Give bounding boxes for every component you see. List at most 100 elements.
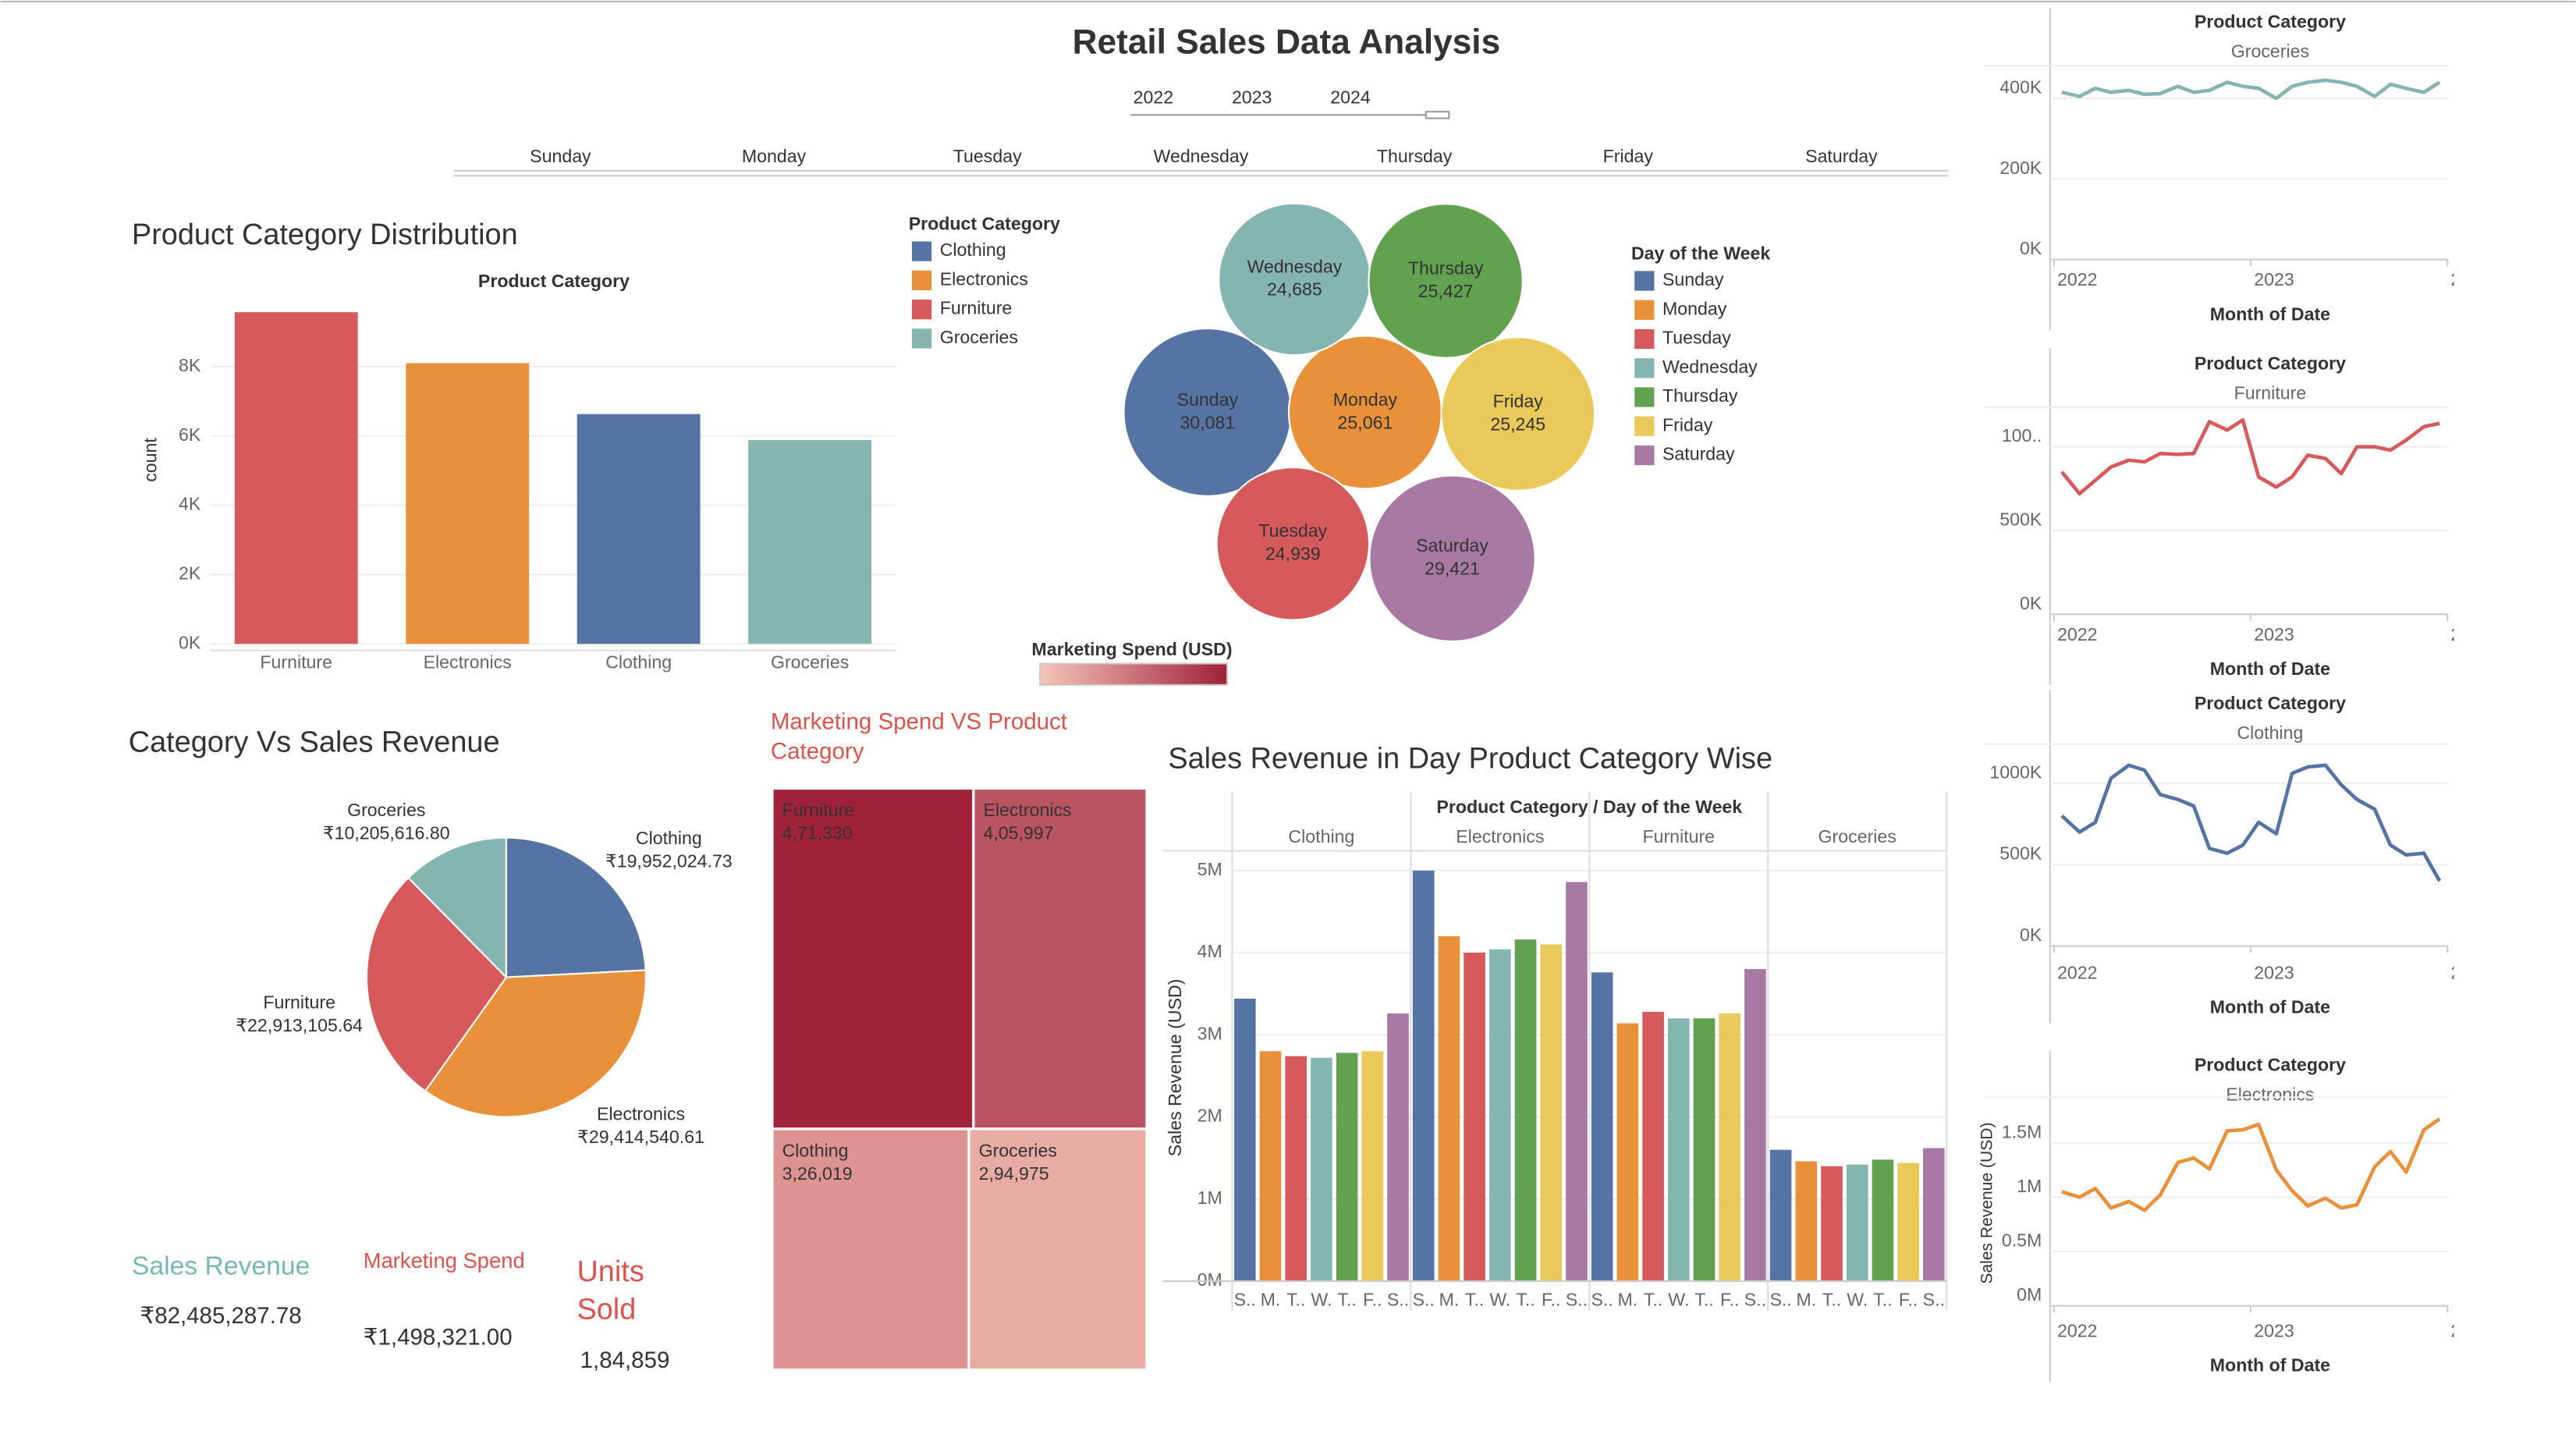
x-tick-label: 2022 (2057, 1320, 2097, 1340)
x-tick-label: 2024 (2450, 962, 2491, 982)
x-tick-label: W. (1668, 1289, 1689, 1309)
legend-swatch (911, 328, 932, 349)
bar (1821, 1166, 1843, 1282)
panel-subtitle: Groceries (2231, 41, 2309, 61)
kpi-label: Marketing Spend (363, 1248, 525, 1273)
y-tick-label: 0.5M (2002, 1230, 2042, 1250)
x-tick-label: F.. (1542, 1289, 1560, 1309)
bubble-value: 25,245 (1490, 414, 1545, 434)
bar (1412, 870, 1435, 1282)
bar (1464, 953, 1485, 1282)
x-tick-label: S.. (1234, 1289, 1256, 1309)
y-tick-label: 6K (179, 424, 201, 445)
day-filter[interactable]: Saturday (1805, 146, 1878, 166)
group-label: Groceries (1818, 826, 1897, 847)
year-filter[interactable]: 2024 (1330, 87, 1371, 107)
y-tick-label: 3M (1198, 1023, 1222, 1043)
legend-swatch (1634, 328, 1655, 350)
day-filter[interactable]: Tuesday (953, 146, 1022, 166)
x-axis-title: Month of Date (2210, 997, 2330, 1017)
legend-swatch (911, 270, 932, 290)
day-filter[interactable]: Friday (1603, 146, 1654, 166)
bar (1616, 1023, 1639, 1282)
tile-label: Clothing (782, 1140, 849, 1160)
y-tick-label: 500K (1999, 843, 2042, 864)
y-tick-label: 8K (179, 355, 201, 375)
legend-label: Electronics (940, 268, 1028, 289)
day-filter[interactable]: Sunday (530, 146, 591, 166)
x-tick-label: T.. (1644, 1289, 1662, 1309)
bar (1591, 972, 1613, 1282)
line-panel: Product Category Groceries 0K 200K 400K 2022 2… (1984, 8, 2454, 331)
y-tick-label: 100.. (2002, 425, 2042, 446)
line-series (2060, 418, 2440, 496)
bar (1642, 1011, 1664, 1282)
y-tick-label: 400K (1999, 77, 2042, 98)
bar (748, 440, 872, 644)
bar (1769, 1149, 1792, 1282)
y-tick-label: 4M (1198, 941, 1222, 961)
x-tick-label: W. (1311, 1289, 1332, 1309)
bar (1336, 1053, 1358, 1282)
y-tick-label: 0M (1198, 1269, 1222, 1290)
bubble (1440, 336, 1596, 492)
treemap-tile (771, 786, 975, 1131)
day-filter[interactable]: Wednesday (1154, 146, 1249, 166)
year-filter-handle[interactable] (1425, 111, 1450, 119)
bubble-value: 25,427 (1418, 281, 1474, 301)
pie-slice (365, 876, 508, 1092)
slice-label: Groceries (347, 800, 425, 820)
panel-subtitle: Furniture (2234, 382, 2307, 403)
x-tick-label: M. (1439, 1289, 1460, 1309)
treemap-tile (967, 1127, 1148, 1372)
treemap-tile (972, 786, 1148, 1131)
chart-title-box: Marketing Spend VS Product Category (771, 708, 1067, 764)
x-tick-label: S.. (1387, 1289, 1409, 1309)
slice-value: ₹19,952,024.73 (605, 850, 733, 871)
legend-swatch (1634, 445, 1655, 466)
day-filter[interactable]: Monday (742, 146, 807, 166)
slice-value: ₹22,913,105.64 (236, 1015, 363, 1035)
bubble (1215, 467, 1371, 621)
tile-label: Furniture (782, 800, 855, 820)
legend-title: Day of the Week (1631, 243, 1770, 263)
chart-title: Sales Revenue in Day Product Category Wi… (1168, 743, 1772, 776)
bar (1872, 1159, 1894, 1282)
legend-swatch (1634, 271, 1655, 291)
x-tick-label: S.. (1413, 1289, 1435, 1309)
panel-subtitle: Clothing (2237, 722, 2303, 743)
year-filter[interactable]: 2022 (1134, 87, 1173, 107)
y-tick-label: 0K (2020, 238, 2042, 258)
bubble-value: 30,081 (1180, 412, 1235, 432)
kpi-label-box: Marketing Spend (363, 1248, 525, 1273)
x-tick-label: F.. (1899, 1289, 1918, 1309)
bar (1540, 944, 1563, 1282)
group-label: Electronics (1456, 826, 1544, 847)
y-tick-label: 1.5M (2002, 1121, 2042, 1141)
panel-title: Product Category (2195, 693, 2346, 713)
kpi-label: Units Sold (577, 1255, 644, 1326)
bubble-value: 25,061 (1338, 412, 1393, 432)
line-panel: Product Category Furniture 0K 500K 100.. 2022… (1984, 348, 2454, 685)
panel-title: Product Category (2195, 1054, 2346, 1074)
bubble-label: Friday (1493, 391, 1544, 411)
bubble-label: Thursday (1408, 257, 1484, 278)
legend-label: Wednesday (1662, 357, 1758, 377)
y-axis-title: Sales Revenue (USD) (1165, 979, 1185, 1157)
x-tick-label: F.. (1363, 1289, 1382, 1309)
x-tick-label: T.. (1286, 1289, 1305, 1309)
bar (1846, 1164, 1868, 1282)
bubble-value: 24,939 (1265, 544, 1321, 564)
y-tick-label: 2K (179, 563, 201, 584)
x-tick-label: S.. (1923, 1289, 1945, 1309)
day-filter[interactable]: Thursday (1377, 146, 1453, 166)
charts: 2022 2023 2024 Sunday Monday Tuesday Wednesday… (129, 8, 2491, 1382)
x-tick-label: W. (1847, 1289, 1868, 1309)
x-tick-label: T.. (1516, 1289, 1535, 1309)
legend-label: Clothing (940, 240, 1006, 260)
y-tick-label: 2M (1198, 1106, 1222, 1126)
year-filter[interactable]: 2023 (1232, 87, 1272, 107)
bar (1693, 1018, 1716, 1282)
slice-label: Clothing (636, 828, 702, 848)
